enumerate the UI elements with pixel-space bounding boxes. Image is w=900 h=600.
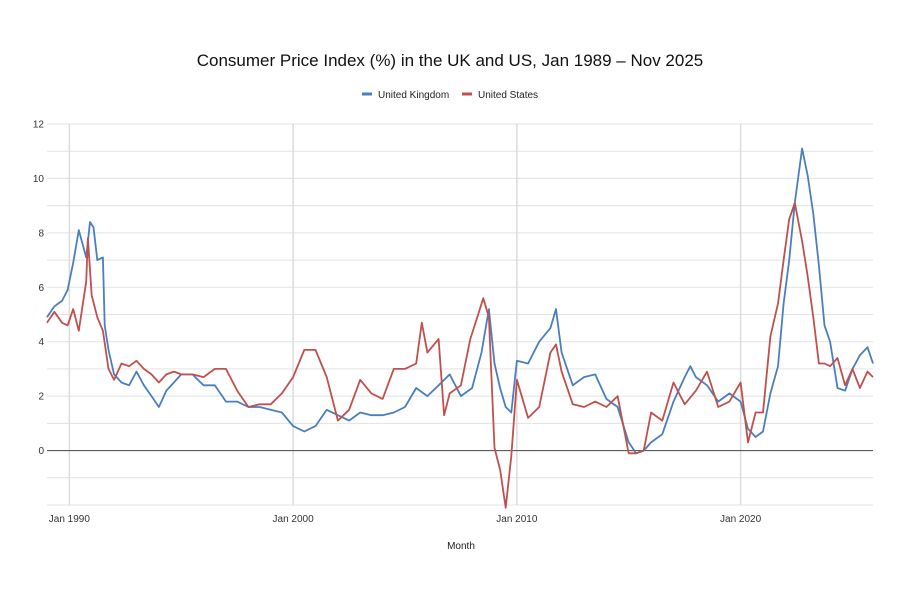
x-axis-ticks: Jan 1990 Jan 2000 Jan 2010 Jan 2020 [49,514,762,525]
y-tick-label: 0 [38,446,44,457]
y-tick-label: 4 [38,337,44,348]
y-tick-label: 8 [38,228,44,239]
legend-item-uk[interactable]: United Kingdom [362,90,449,101]
y-tick-label: 12 [33,120,45,131]
legend-item-us[interactable]: United States [462,90,538,101]
y-tick-label: 2 [38,392,44,403]
y-tick-label: 10 [33,174,45,185]
x-tick-label: Jan 2010 [496,514,538,525]
series-lines [46,147,874,509]
x-axis-label: Month [447,541,475,552]
legend: United Kingdom United States [362,90,538,101]
x-tick-label: Jan 2000 [273,514,315,525]
chart-title: Consumer Price Index (%) in the UK and U… [197,51,704,70]
grid [47,123,873,506]
series-line-united-states[interactable] [46,202,874,509]
y-tick-label: 6 [38,283,44,294]
y-axis-ticks: 0 2 4 6 8 10 12 [33,120,45,458]
x-tick-label: Jan 1990 [49,514,91,525]
legend-label-us: United States [478,90,538,101]
series-line-united-kingdom[interactable] [46,147,874,455]
x-tick-label: Jan 2020 [720,514,762,525]
legend-label-uk: United Kingdom [378,90,449,101]
